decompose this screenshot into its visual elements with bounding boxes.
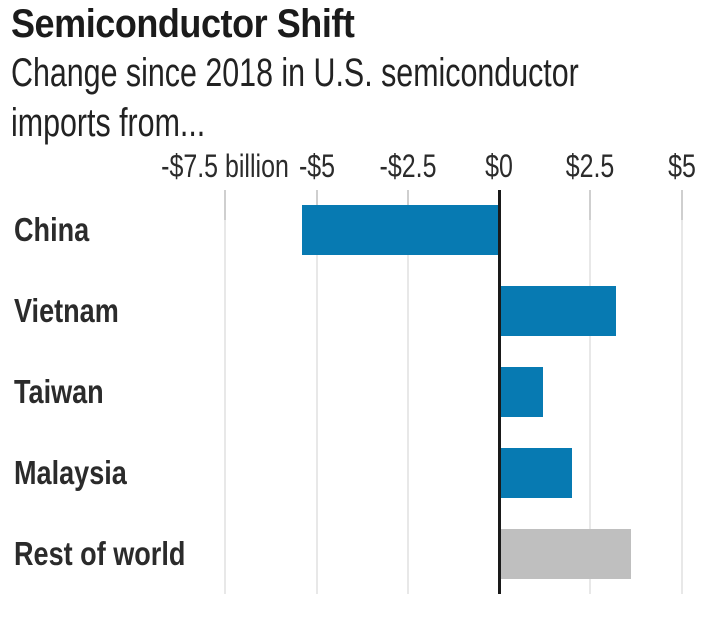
x-axis-tick-label: -$2.5 [371,150,444,182]
x-axis-tick-label-text: $5 [667,148,696,184]
x-axis-tick-label: $5 [664,150,700,182]
chart-subtitle: Change since 2018 in U.S. semiconductor … [11,48,722,148]
x-axis-tick-label: -$7.5 billion [143,150,307,182]
category-label-text: Malaysia [14,453,127,491]
x-axis-tick-label: $0 [481,150,517,182]
x-axis-tick-label: -$5 [293,150,339,182]
axis-tick-mark [589,190,592,220]
gridline [315,190,318,594]
gridline [680,190,683,594]
x-axis-tick-label-text: -$7.5 billion [161,148,289,184]
category-label-text: Rest of world [14,534,186,572]
axis-tick-mark [315,190,318,220]
chart-title-text: Semiconductor Shift [11,2,355,46]
gridline [589,190,592,594]
subtitle-line-1: Change since 2018 in U.S. semiconductor [11,51,579,95]
bar-rest-of-world [499,528,631,579]
gridline [224,190,227,594]
category-label-vietnam: Vietnam [14,271,182,352]
category-label-rest-of-world: Rest of world [14,513,186,594]
bar-taiwan [499,367,543,417]
chart-title: Semiconductor Shift [11,2,393,47]
x-axis-tick-label-text: -$2.5 [379,148,437,184]
axis-tick-mark [406,190,409,220]
zero-baseline [497,190,501,594]
gridline [406,190,409,594]
bar-malaysia [499,447,573,498]
category-label-taiwan: Taiwan [14,352,182,433]
category-label-text: Taiwan [14,372,104,410]
category-label-text: Vietnam [14,292,119,330]
axis-tick-mark [224,190,227,220]
category-label-text: China [14,211,90,249]
x-axis-tick-label-text: $2.5 [566,148,615,184]
x-axis-tick-label: $2.5 [559,150,621,182]
bar-vietnam [499,286,617,337]
category-label-malaysia: Malaysia [14,432,182,513]
category-label-china: China [14,190,182,271]
axis-tick-mark [680,190,683,220]
bar-china [301,205,500,256]
x-axis-tick-label-text: -$5 [298,148,335,184]
x-axis-tick-label-text: $0 [485,148,514,184]
subtitle-line-2: imports from... [11,101,206,145]
